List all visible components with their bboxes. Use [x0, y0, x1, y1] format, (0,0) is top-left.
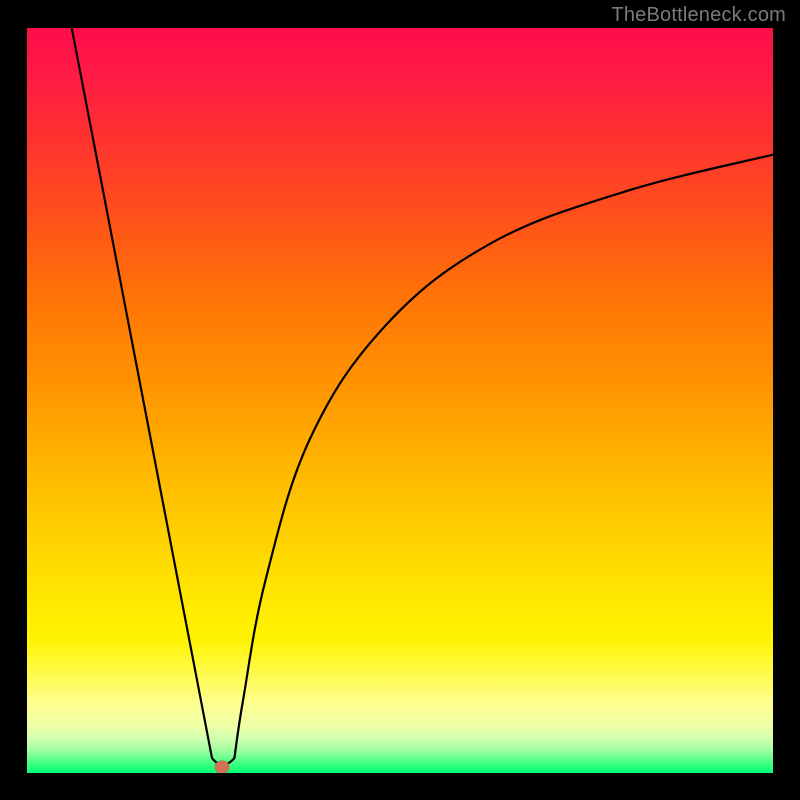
chart-outer: TheBottleneck.com [0, 0, 800, 800]
plot-area [27, 28, 773, 773]
watermark-label: TheBottleneck.com [611, 4, 786, 27]
bottleneck-curve [27, 28, 773, 773]
minimum-marker [215, 761, 230, 773]
